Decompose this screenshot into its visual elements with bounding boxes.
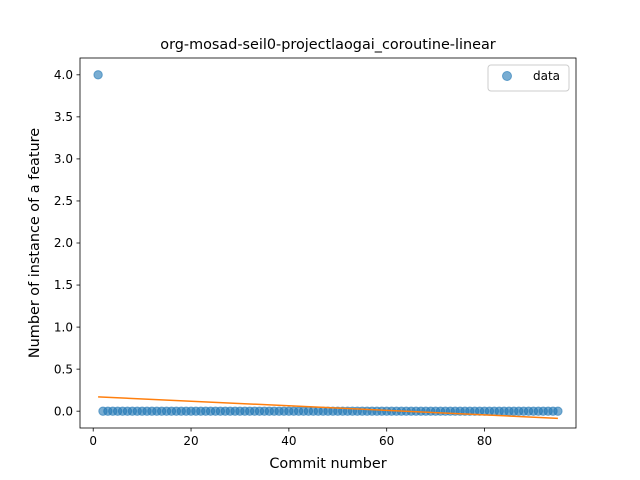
y-tick-label: 3.0 — [54, 152, 73, 166]
data-layer — [93, 70, 563, 420]
y-tick-label: 4.0 — [54, 68, 73, 82]
legend-marker-data — [502, 71, 512, 81]
y-axis-ticks: 0.0 0.5 1.0 1.5 2.0 2.5 3.0 3.5 4.0 — [54, 68, 80, 418]
y-tick-label: 1.5 — [54, 278, 73, 292]
x-tick-label: 80 — [477, 434, 492, 448]
data-point — [553, 406, 563, 416]
legend-label-data: data — [533, 69, 560, 83]
x-axis-label: Commit number — [269, 456, 386, 472]
data-point — [93, 70, 103, 80]
x-axis-ticks: 0 20 40 60 80 — [89, 428, 492, 448]
y-tick-label: 1.0 — [54, 320, 73, 334]
y-tick-label: 2.5 — [54, 194, 73, 208]
x-tick-label: 60 — [379, 434, 394, 448]
y-tick-label: 2.0 — [54, 236, 73, 250]
y-tick-label: 0.5 — [54, 362, 73, 376]
chart-title: org-mosad-seil0-projectlaogai_coroutine-… — [160, 37, 496, 53]
plot-area — [80, 58, 576, 428]
y-axis-label: Number of instance of a feature — [27, 128, 43, 358]
x-tick-label: 40 — [281, 434, 296, 448]
x-tick-label: 0 — [89, 434, 97, 448]
fit-line — [98, 396, 558, 420]
y-tick-label: 0.0 — [54, 404, 73, 418]
y-tick-label: 3.5 — [54, 110, 73, 124]
legend: data — [487, 64, 570, 92]
x-tick-label: 20 — [183, 434, 198, 448]
plot-frame — [79, 57, 577, 429]
